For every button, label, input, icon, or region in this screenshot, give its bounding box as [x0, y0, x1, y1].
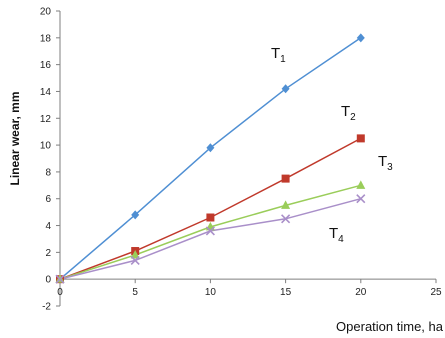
series-line-t1: [59, 37, 362, 280]
data-point-t2: [206, 213, 215, 222]
y-tick-label: 18: [40, 33, 52, 44]
x-tick-label: 0: [57, 287, 63, 298]
x-tick-label: 15: [280, 287, 292, 298]
y-tick-label: 12: [40, 114, 52, 125]
x-tick-label: 25: [430, 287, 442, 298]
y-tick-label: 4: [45, 221, 51, 232]
data-point-t3: [130, 250, 140, 259]
y-tick-label: 0: [45, 275, 51, 286]
data-point-t1: [281, 84, 290, 94]
series-lines: [59, 37, 362, 280]
data-point-t1: [206, 143, 215, 153]
y-tick-label: 16: [40, 60, 52, 71]
series-label-t4: T4: [329, 225, 344, 245]
y-axis-title: Linear wear, mm: [8, 91, 22, 185]
series-label-sub: 3: [387, 162, 393, 173]
y-tick-label: 20: [40, 7, 52, 18]
series-label-main: T: [378, 153, 387, 170]
data-point-t2: [281, 174, 290, 183]
x-tick-label: 20: [355, 287, 367, 298]
data-point-t4: [281, 214, 291, 224]
data-point-t2: [356, 134, 365, 143]
data-point-t4: [205, 226, 215, 236]
series-line-t3: [59, 184, 361, 280]
y-tick-label: 6: [45, 194, 51, 205]
series-label-sub: 2: [350, 112, 356, 123]
x-axis-title: Operation time, ha: [336, 319, 444, 334]
y-tick-label: -2: [42, 302, 51, 313]
data-point-t3: [281, 200, 291, 209]
data-point-t3: [356, 180, 366, 189]
series-line-t4: [59, 197, 361, 280]
series-line-t2: [59, 137, 362, 280]
y-tick-label: 10: [40, 141, 52, 152]
series-label-sub: 1: [280, 54, 286, 65]
y-tick-label: 14: [40, 87, 52, 98]
series-label-t3: T3: [378, 153, 393, 173]
data-point-t1: [131, 210, 140, 220]
data-point-t4: [55, 274, 65, 284]
series-label-t1: T1: [271, 45, 286, 65]
series-label-main: T: [341, 103, 350, 120]
y-tick-label: 8: [45, 167, 51, 178]
x-tick-label: 10: [205, 287, 217, 298]
series-label-sub: 4: [338, 234, 344, 245]
series-label-main: T: [329, 225, 338, 242]
y-tick-label: 2: [45, 248, 51, 259]
series-label-main: T: [271, 45, 280, 62]
chart-axes: [56, 10, 437, 307]
data-point-t1: [356, 33, 365, 43]
series-markers: [55, 33, 366, 284]
series-label-t2: T2: [341, 103, 356, 123]
x-tick-label: 5: [132, 287, 138, 298]
data-point-t4: [356, 194, 366, 204]
data-point-t4: [130, 255, 140, 265]
